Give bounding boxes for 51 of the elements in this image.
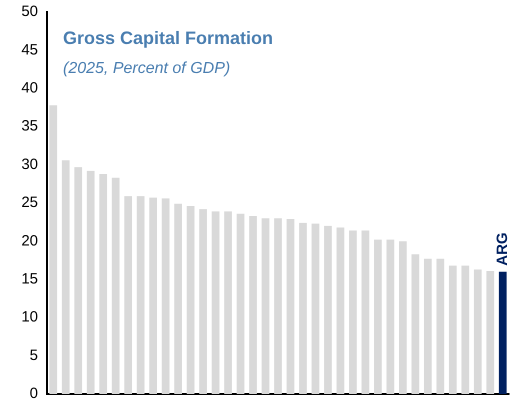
bar [424, 258, 432, 394]
bar [212, 211, 220, 394]
bar [249, 216, 257, 394]
bar [124, 196, 132, 394]
bar [149, 198, 158, 394]
bar [62, 160, 70, 394]
bar [136, 196, 145, 394]
bar [374, 240, 382, 394]
bar [461, 266, 470, 394]
bar [448, 266, 457, 394]
y-tick-label: 45 [21, 41, 38, 58]
bar [86, 170, 95, 394]
text: (2025, Percent of GDP) [63, 60, 230, 77]
y-tick-label: 35 [21, 118, 38, 135]
y-tick-label: 40 [21, 80, 38, 97]
bar [312, 224, 320, 394]
bar [199, 209, 207, 394]
y-tick-label: 10 [21, 308, 38, 326]
bar [411, 254, 420, 394]
bar [336, 227, 344, 394]
y-tick-label: 25 [21, 194, 38, 212]
bar [349, 230, 357, 394]
bar [324, 226, 332, 394]
y-tick-label: 0 [30, 385, 38, 402]
y-tick-label: 5 [30, 346, 38, 364]
bar [74, 167, 82, 394]
bar [299, 222, 307, 394]
bar [386, 240, 394, 394]
y-tick-label: 30 [21, 156, 38, 173]
y-tick-label: 20 [21, 232, 38, 250]
y-tick-label: 50 [21, 3, 38, 20]
bar [162, 198, 170, 394]
bar [236, 214, 244, 394]
bar [262, 218, 270, 394]
bar [224, 211, 232, 394]
y-tick-label: 15 [21, 270, 38, 288]
bar [174, 204, 182, 394]
bar [286, 219, 294, 394]
bar [474, 269, 482, 394]
bar [498, 272, 507, 394]
bar [486, 270, 494, 394]
bar [274, 218, 282, 394]
bar [99, 174, 108, 394]
bar [398, 241, 407, 394]
bar [186, 206, 194, 394]
x-tick-label: ARG [494, 232, 511, 266]
bar [436, 258, 444, 394]
bar [49, 105, 58, 394]
text: Gross Capital Formation [63, 28, 274, 48]
bar [112, 178, 120, 394]
bar [362, 230, 370, 394]
